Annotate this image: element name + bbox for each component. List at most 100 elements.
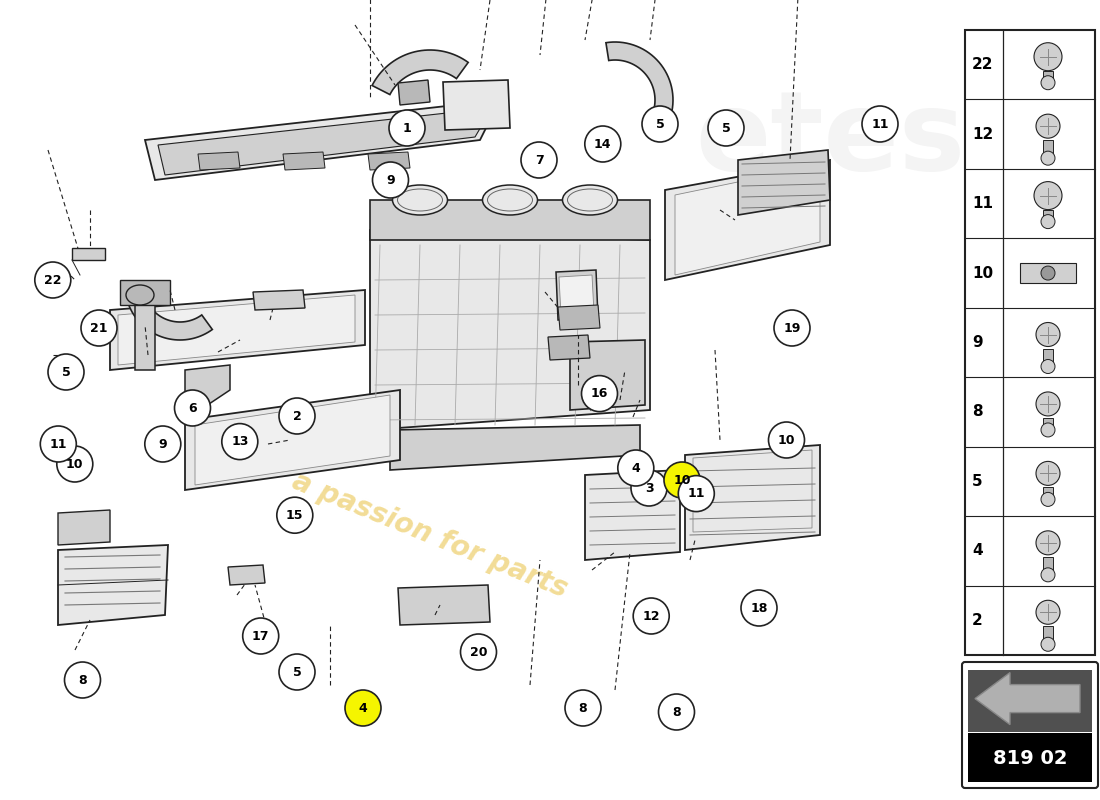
Circle shape xyxy=(1041,214,1055,229)
Text: 5: 5 xyxy=(656,118,664,130)
Polygon shape xyxy=(1020,263,1076,283)
Text: 5: 5 xyxy=(62,366,70,378)
Polygon shape xyxy=(253,290,305,310)
Text: 19: 19 xyxy=(783,322,801,334)
Text: 9: 9 xyxy=(386,174,395,186)
Circle shape xyxy=(461,634,496,670)
Polygon shape xyxy=(556,270,598,320)
Polygon shape xyxy=(110,290,365,370)
Polygon shape xyxy=(548,335,590,360)
Text: 9: 9 xyxy=(972,335,982,350)
Polygon shape xyxy=(120,280,170,305)
Circle shape xyxy=(1041,76,1055,90)
Text: 2: 2 xyxy=(293,410,301,422)
Circle shape xyxy=(1041,568,1055,582)
Circle shape xyxy=(279,398,315,434)
Text: 9: 9 xyxy=(158,438,167,450)
Circle shape xyxy=(1036,462,1060,486)
Polygon shape xyxy=(370,230,650,430)
Polygon shape xyxy=(72,248,104,260)
Circle shape xyxy=(1041,359,1055,374)
Text: 10: 10 xyxy=(972,266,993,281)
Circle shape xyxy=(1036,114,1060,138)
Bar xyxy=(965,30,1094,655)
Circle shape xyxy=(659,694,694,730)
Circle shape xyxy=(1034,42,1062,70)
Circle shape xyxy=(65,662,100,698)
Circle shape xyxy=(769,422,804,458)
Polygon shape xyxy=(585,470,680,560)
Text: a passion for parts: a passion for parts xyxy=(288,467,572,603)
Circle shape xyxy=(631,470,667,506)
FancyBboxPatch shape xyxy=(968,670,1092,732)
Polygon shape xyxy=(135,300,155,370)
Circle shape xyxy=(1041,266,1055,280)
Polygon shape xyxy=(368,152,410,170)
Text: 5: 5 xyxy=(972,474,982,489)
Text: 11: 11 xyxy=(50,438,67,450)
Polygon shape xyxy=(372,50,469,94)
Circle shape xyxy=(664,462,700,498)
Polygon shape xyxy=(685,445,820,550)
Polygon shape xyxy=(118,295,355,365)
Circle shape xyxy=(1034,182,1062,210)
Circle shape xyxy=(585,126,620,162)
Polygon shape xyxy=(975,673,1080,725)
Polygon shape xyxy=(283,152,324,170)
Polygon shape xyxy=(1043,418,1053,430)
Circle shape xyxy=(145,426,180,462)
Polygon shape xyxy=(666,160,830,280)
Polygon shape xyxy=(398,80,430,105)
Polygon shape xyxy=(145,100,500,180)
Text: 10: 10 xyxy=(778,434,795,446)
Text: 4: 4 xyxy=(631,462,640,474)
Circle shape xyxy=(1041,492,1055,506)
Text: 8: 8 xyxy=(78,674,87,686)
Ellipse shape xyxy=(562,185,617,215)
Circle shape xyxy=(81,310,117,346)
Polygon shape xyxy=(443,80,510,130)
Circle shape xyxy=(279,654,315,690)
Polygon shape xyxy=(558,305,600,330)
Polygon shape xyxy=(128,297,212,340)
Circle shape xyxy=(389,110,425,146)
Bar xyxy=(968,733,1092,782)
Circle shape xyxy=(277,497,312,533)
Text: etes: etes xyxy=(695,86,965,194)
Circle shape xyxy=(1036,600,1060,624)
Polygon shape xyxy=(606,42,673,118)
Circle shape xyxy=(642,106,678,142)
Circle shape xyxy=(1041,638,1055,651)
Polygon shape xyxy=(1043,210,1053,222)
Polygon shape xyxy=(198,152,240,170)
FancyBboxPatch shape xyxy=(962,662,1098,788)
Text: 3: 3 xyxy=(645,482,653,494)
Circle shape xyxy=(618,450,653,486)
Polygon shape xyxy=(390,425,640,470)
Circle shape xyxy=(565,690,601,726)
Text: 8: 8 xyxy=(972,405,982,419)
Circle shape xyxy=(679,475,714,512)
Circle shape xyxy=(48,354,84,390)
Circle shape xyxy=(175,390,210,426)
Polygon shape xyxy=(570,340,645,410)
Text: 10: 10 xyxy=(673,474,691,486)
Polygon shape xyxy=(195,395,390,485)
Polygon shape xyxy=(58,510,110,545)
Circle shape xyxy=(708,110,744,146)
Polygon shape xyxy=(675,165,820,275)
Circle shape xyxy=(373,162,408,198)
Text: 819 02: 819 02 xyxy=(992,749,1067,768)
Polygon shape xyxy=(185,365,230,420)
Circle shape xyxy=(35,262,70,298)
Text: 7: 7 xyxy=(535,154,543,166)
Text: 11: 11 xyxy=(972,196,993,211)
Text: 12: 12 xyxy=(972,126,993,142)
Text: 11: 11 xyxy=(871,118,889,130)
Polygon shape xyxy=(370,200,650,240)
Text: 22: 22 xyxy=(972,58,993,72)
Circle shape xyxy=(243,618,278,654)
Text: 21: 21 xyxy=(90,322,108,334)
Circle shape xyxy=(1036,322,1060,346)
Circle shape xyxy=(582,376,617,411)
